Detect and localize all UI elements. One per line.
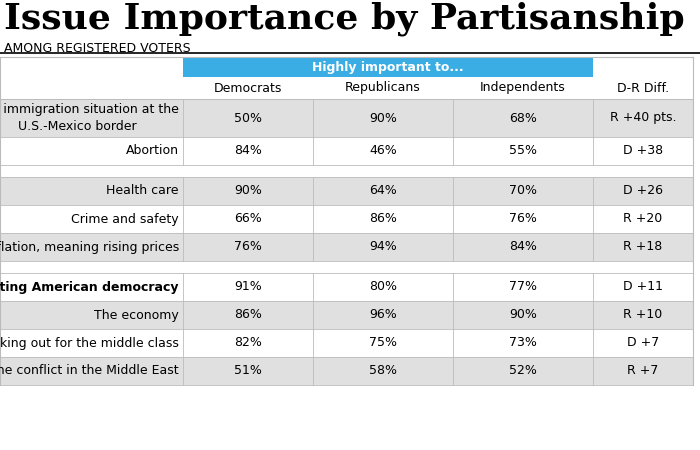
Text: 86%: 86%	[369, 212, 397, 225]
Bar	[0, 205, 693, 233]
Text: R +40 pts.: R +40 pts.	[610, 112, 676, 125]
Bar	[0, 165, 693, 177]
Text: 75%: 75%	[369, 337, 397, 350]
Text: Independents: Independents	[480, 81, 566, 94]
Text: D +11: D +11	[623, 280, 663, 293]
Text: 90%: 90%	[369, 112, 397, 125]
Text: 82%: 82%	[234, 337, 262, 350]
Text: D +38: D +38	[623, 144, 663, 158]
Bar	[0, 329, 693, 357]
Text: 58%: 58%	[369, 364, 397, 378]
Text: 90%: 90%	[234, 184, 262, 198]
Text: 66%: 66%	[234, 212, 262, 225]
Text: 84%: 84%	[509, 240, 537, 253]
Text: 55%: 55%	[509, 144, 537, 158]
Text: 80%: 80%	[369, 280, 397, 293]
Text: Issue Importance by Partisanship: Issue Importance by Partisanship	[4, 2, 685, 36]
Text: Health care: Health care	[106, 184, 179, 198]
Text: Protecting American democracy: Protecting American democracy	[0, 280, 179, 293]
Text: Republicans: Republicans	[345, 81, 421, 94]
Text: AMONG REGISTERED VOTERS: AMONG REGISTERED VOTERS	[4, 42, 190, 55]
Text: The conflict in the Middle East: The conflict in the Middle East	[0, 364, 179, 378]
Text: 52%: 52%	[509, 364, 537, 378]
Text: 50%: 50%	[234, 112, 262, 125]
Bar	[0, 301, 693, 329]
Text: 77%: 77%	[509, 280, 537, 293]
Text: Democrats: Democrats	[214, 81, 282, 94]
Bar	[0, 177, 693, 205]
Text: Abortion: Abortion	[126, 144, 179, 158]
Text: 90%: 90%	[509, 309, 537, 321]
Text: Looking out for the middle class: Looking out for the middle class	[0, 337, 179, 350]
Text: 96%: 96%	[369, 309, 397, 321]
Text: R +7: R +7	[627, 364, 659, 378]
Text: 94%: 94%	[369, 240, 397, 253]
Text: D +7: D +7	[627, 337, 659, 350]
Bar	[0, 357, 693, 385]
Bar	[0, 261, 693, 273]
Text: 86%: 86%	[234, 309, 262, 321]
Text: 73%: 73%	[509, 337, 537, 350]
Text: 64%: 64%	[369, 184, 397, 198]
Text: R +20: R +20	[624, 212, 663, 225]
Text: 70%: 70%	[509, 184, 537, 198]
Text: Crime and safety: Crime and safety	[71, 212, 179, 225]
Bar	[0, 233, 693, 261]
Text: D +26: D +26	[623, 184, 663, 198]
Text: The economy: The economy	[94, 309, 179, 321]
Text: Inflation, meaning rising prices: Inflation, meaning rising prices	[0, 240, 179, 253]
Text: 51%: 51%	[234, 364, 262, 378]
Bar	[0, 137, 693, 165]
Text: 76%: 76%	[234, 240, 262, 253]
Bar	[183, 57, 593, 77]
Text: 76%: 76%	[509, 212, 537, 225]
Text: Highly important to...: Highly important to...	[312, 60, 464, 73]
Bar	[0, 99, 693, 137]
Text: The immigration situation at the
U.S.-Mexico border: The immigration situation at the U.S.-Me…	[0, 104, 179, 132]
Text: 91%: 91%	[234, 280, 262, 293]
Text: 46%: 46%	[369, 144, 397, 158]
Text: R +10: R +10	[624, 309, 663, 321]
Text: 84%: 84%	[234, 144, 262, 158]
Text: R +18: R +18	[624, 240, 663, 253]
Text: 68%: 68%	[509, 112, 537, 125]
Text: D-R Diff.: D-R Diff.	[617, 81, 669, 94]
Bar	[0, 273, 693, 301]
